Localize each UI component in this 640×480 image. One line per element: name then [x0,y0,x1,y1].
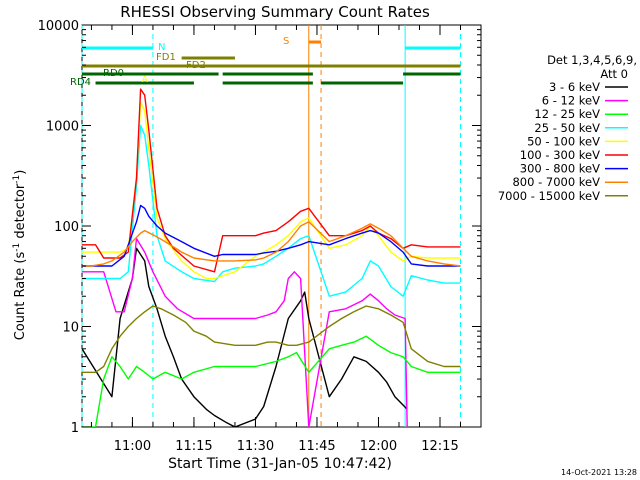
y-label-mid: detector [13,183,28,243]
y-axis-label: Count Rate (s-1 detector-1) [12,170,28,341]
y-tick-label: 10000 [38,19,79,34]
series-line-300-800-kev [82,204,461,267]
y-label-main: Count Rate (s [13,252,28,341]
attenuator-annotation: A [142,75,149,85]
x-tick-label: 12:15 [421,439,458,454]
chart-title: RHESSI Observing Summary Count Rates [120,3,430,21]
x-axis-label: Start Time (31-Jan-05 10:47:42) [168,456,392,472]
generation-timestamp: 14-Oct-2021 13:28 [561,468,637,477]
axes: 1 10 100 1000 10000 11:00 11:15 11:30 11:45 12:00… [38,19,482,454]
legend-label-100-300-kev: 100 - 300 keV [520,148,600,162]
y-tick-label: 10 [62,321,79,336]
legend-title-detectors: Det 1,3,4,5,6,9, [547,53,637,67]
y-label-end: ) [13,170,28,175]
series-line-100-300-kev [82,88,461,273]
series-line-3-6-kev [82,247,408,427]
y-label-sup-2: -1 [12,175,22,184]
x-tick-label: 11:45 [298,439,335,454]
x-tick-label: 12:00 [360,439,397,454]
legend-label-25-50-kev: 25 - 50 keV [534,121,600,135]
y-tick-label: 100 [54,220,79,235]
legend-title-attenuator: Att 0 [600,67,628,81]
state-label-fd2: FD2 [186,60,206,71]
series-line-12-25-kev [82,335,461,427]
legend-label-12-25-kev: 12 - 25 keV [534,107,600,121]
state-label-fd1: FD1 [156,52,176,63]
series-line-7000-15000-kev [82,305,461,373]
x-tick-label: 11:00 [114,439,151,454]
legend-label-300-800-kev: 300 - 800 keV [520,162,600,176]
vertical-markers [81,25,461,427]
state-label-rd0: RD0 [103,68,124,79]
state-label-n: N [158,42,165,53]
y-tick-label: 1000 [46,120,79,135]
state-label-s: S [283,36,289,47]
legend-label-7000-15000-kev: 7000 - 15000 keV [498,189,600,203]
series-line-6-12-kev [82,237,408,427]
x-tick-label: 11:15 [175,439,212,454]
data-series [82,88,461,427]
legend-label-50-100-kev: 50 - 100 keV [527,134,600,148]
series-line-25-50-kev [82,124,461,297]
y-tick-label: 1 [71,421,79,436]
series-line-800-7000-kev [82,221,461,267]
legend-label-6-12-kev: 6 - 12 keV [542,94,600,108]
x-tick-label: 11:30 [237,439,274,454]
state-label-rd4: RD4 [70,77,91,88]
y-label-sup-1: -1 [12,243,22,252]
legend-label-800-7000-kev: 800 - 7000 keV [512,175,600,189]
legend-label-3-6-kev: 3 - 6 keV [549,80,600,94]
